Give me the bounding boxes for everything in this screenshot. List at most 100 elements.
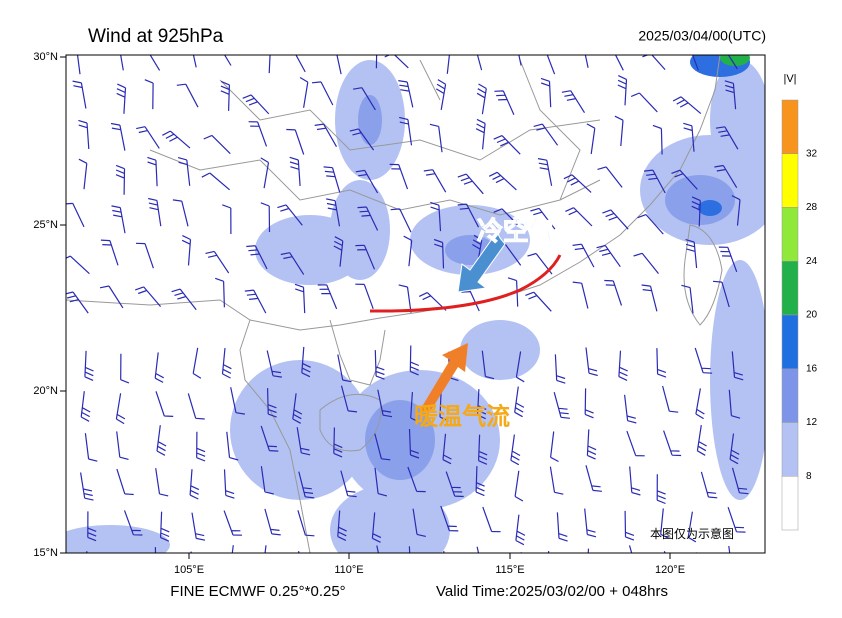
wind-barb bbox=[624, 510, 635, 541]
wind-barb bbox=[435, 79, 447, 111]
wind-barb bbox=[685, 239, 698, 269]
wind-barb bbox=[155, 391, 174, 417]
wind-barb bbox=[99, 285, 124, 309]
wind-barb bbox=[556, 512, 568, 542]
wind-barb bbox=[226, 431, 239, 461]
wind-barb bbox=[115, 393, 126, 425]
colorbar-swatch bbox=[781, 476, 799, 531]
wind-barb bbox=[687, 511, 697, 543]
wind-barb bbox=[429, 123, 443, 153]
wind-barb bbox=[76, 55, 81, 75]
wind-barb bbox=[478, 434, 488, 465]
wind-barb bbox=[72, 80, 87, 109]
wind-barb bbox=[333, 427, 343, 458]
colorbar-swatch bbox=[781, 207, 799, 262]
wind-barb bbox=[602, 209, 629, 230]
wind-barb bbox=[408, 546, 411, 553]
wind-barb bbox=[115, 164, 126, 195]
wind-barb bbox=[154, 547, 157, 553]
colorbar-swatch bbox=[781, 314, 799, 369]
wind-barb bbox=[162, 130, 191, 149]
wind-barb bbox=[230, 387, 245, 415]
wind-barb bbox=[203, 134, 231, 155]
wind-barb bbox=[349, 128, 375, 151]
wind-barb bbox=[718, 246, 738, 273]
lon-label: 110°E bbox=[334, 564, 363, 576]
wind-barb bbox=[149, 55, 161, 71]
wind-barb bbox=[398, 80, 414, 108]
wind-barb bbox=[714, 164, 738, 189]
wind-barb bbox=[457, 173, 484, 195]
colorbar-label: 28 bbox=[806, 202, 818, 213]
wind-barb bbox=[731, 467, 749, 495]
wind-barb bbox=[116, 83, 127, 114]
wind-barb bbox=[488, 171, 517, 191]
wind-barb bbox=[337, 354, 352, 383]
wind-barb bbox=[120, 55, 124, 71]
wind-barb bbox=[515, 351, 525, 383]
wind-barb bbox=[525, 291, 552, 312]
wind-barb bbox=[626, 430, 645, 457]
wind-barb bbox=[298, 471, 315, 499]
wind-barb bbox=[430, 201, 442, 232]
wind-barb bbox=[700, 471, 718, 499]
wind-barb bbox=[446, 55, 451, 74]
wind-barb bbox=[614, 115, 624, 147]
wind-barb bbox=[223, 55, 232, 66]
wind-barb bbox=[554, 354, 566, 384]
model: FINE ECMWF 0.25°*0.25° bbox=[170, 583, 345, 600]
wind-barb bbox=[294, 283, 306, 314]
wind-barb bbox=[409, 345, 420, 376]
colorbar-label: 32 bbox=[806, 148, 818, 159]
colorbar-label: 8 bbox=[806, 471, 812, 482]
wind-barb bbox=[681, 284, 694, 314]
wind-barb bbox=[408, 428, 420, 459]
wind-barb bbox=[286, 128, 305, 155]
wind-barb bbox=[172, 199, 189, 227]
wind-barb bbox=[299, 76, 309, 108]
wind-barb bbox=[672, 96, 702, 115]
wind-barb bbox=[205, 250, 230, 274]
wind-barb bbox=[442, 433, 452, 465]
cold-air-label: 冷空气 bbox=[477, 216, 555, 246]
wind-barb bbox=[201, 172, 230, 191]
wind-barb bbox=[584, 508, 597, 538]
wind-barb bbox=[695, 388, 705, 420]
wind-barb bbox=[390, 208, 412, 233]
wind-barb bbox=[333, 236, 344, 267]
axes: 30°N 25°N 20°N 15°N 105°E 110°E 115°E 120°E bbox=[33, 51, 685, 576]
wind-barb bbox=[80, 391, 91, 422]
wind-barb bbox=[280, 252, 305, 275]
wind-barb bbox=[691, 196, 701, 227]
wind-barb bbox=[585, 465, 602, 492]
wind-barb bbox=[292, 393, 303, 424]
wind-barb bbox=[289, 156, 301, 186]
wind-barb bbox=[66, 291, 89, 314]
warm-arrow bbox=[420, 343, 468, 415]
wind-barb bbox=[440, 505, 459, 532]
wind-barb bbox=[476, 389, 487, 420]
wind-barb bbox=[493, 135, 521, 155]
wind-barb bbox=[260, 425, 279, 452]
wind-barb bbox=[696, 425, 707, 456]
wind-barb bbox=[530, 207, 556, 230]
wind-barb bbox=[553, 392, 570, 419]
wind-barb bbox=[652, 124, 663, 155]
wind-barb bbox=[357, 206, 379, 231]
wind-barb bbox=[340, 470, 357, 498]
wind-barb bbox=[563, 174, 592, 193]
cold-arrow bbox=[457, 231, 506, 293]
wind-barb bbox=[586, 123, 596, 155]
wind-barb bbox=[246, 245, 268, 270]
wind-barb bbox=[731, 195, 741, 226]
wind-barb bbox=[221, 348, 232, 379]
wind-barb bbox=[84, 433, 98, 462]
wind-barb bbox=[177, 157, 191, 186]
lat-label: 25°N bbox=[33, 219, 58, 231]
wind-barb bbox=[584, 388, 594, 419]
wind-barb bbox=[663, 430, 682, 457]
map-frame bbox=[65, 54, 766, 554]
wind-barb bbox=[629, 466, 641, 496]
wind-barb bbox=[187, 393, 205, 420]
